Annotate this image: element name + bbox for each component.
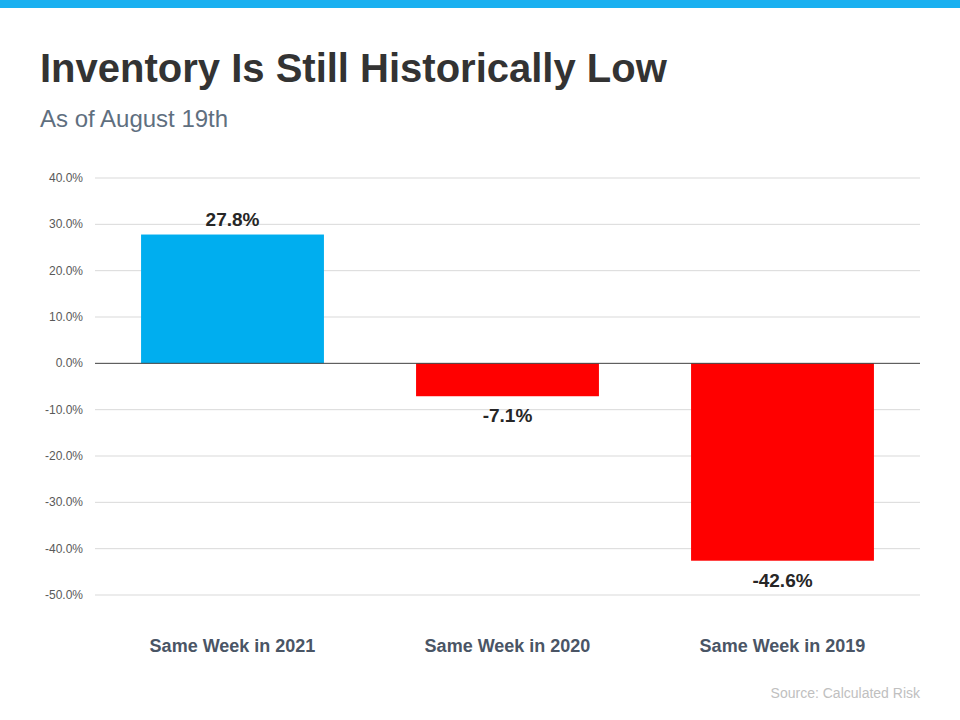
source: Source: Calculated Risk bbox=[771, 685, 921, 701]
page: {"chart_data": {"type": "bar", "title": … bbox=[0, 0, 960, 720]
title: Inventory Is Still Historically Low bbox=[40, 46, 668, 90]
grid bbox=[95, 178, 920, 595]
y-tick-label: -50.0% bbox=[45, 588, 83, 602]
bar bbox=[141, 235, 324, 364]
chart-container: Inventory Is Still Historically Low As of… bbox=[0, 0, 960, 720]
chart-svg: Inventory Is Still Historically Low As of… bbox=[0, 0, 960, 720]
data-label: 27.8% bbox=[206, 209, 260, 230]
y-tick-label: -20.0% bbox=[45, 449, 83, 463]
bars bbox=[141, 235, 874, 561]
y-tick-label: 20.0% bbox=[49, 264, 83, 278]
y-tick-label: -40.0% bbox=[45, 542, 83, 556]
data-labels: 27.8% -7.1% -42.6% bbox=[206, 209, 813, 591]
data-label: -7.1% bbox=[483, 405, 533, 426]
data-label: -42.6% bbox=[752, 570, 812, 591]
grid-line bbox=[95, 178, 920, 179]
x-tick-labels: Same Week in 2021 Same Week in 2020 Same W… bbox=[150, 636, 866, 656]
bar bbox=[691, 363, 874, 560]
grid-line bbox=[95, 595, 920, 596]
subtitle: As of August 19th bbox=[40, 105, 228, 132]
y-tick-label: 40.0% bbox=[49, 171, 83, 185]
y-tick-label: 30.0% bbox=[49, 217, 83, 231]
x-tick-label: Same Week in 2019 bbox=[700, 636, 866, 656]
zero-line bbox=[95, 363, 920, 364]
y-tick-label: 0.0% bbox=[56, 356, 84, 370]
x-tick-label: Same Week in 2020 bbox=[425, 636, 591, 656]
y-tick-labels: 40.0% 30.0% 20.0% 10.0% 0.0% -10.0% -20.0% -30.… bbox=[45, 171, 83, 602]
top-accent bbox=[0, 0, 960, 8]
y-tick-label: -10.0% bbox=[45, 403, 83, 417]
y-tick-label: -30.0% bbox=[45, 495, 83, 509]
x-tick-label: Same Week in 2021 bbox=[150, 636, 316, 656]
y-tick-label: 10.0% bbox=[49, 310, 83, 324]
bar bbox=[416, 363, 599, 396]
